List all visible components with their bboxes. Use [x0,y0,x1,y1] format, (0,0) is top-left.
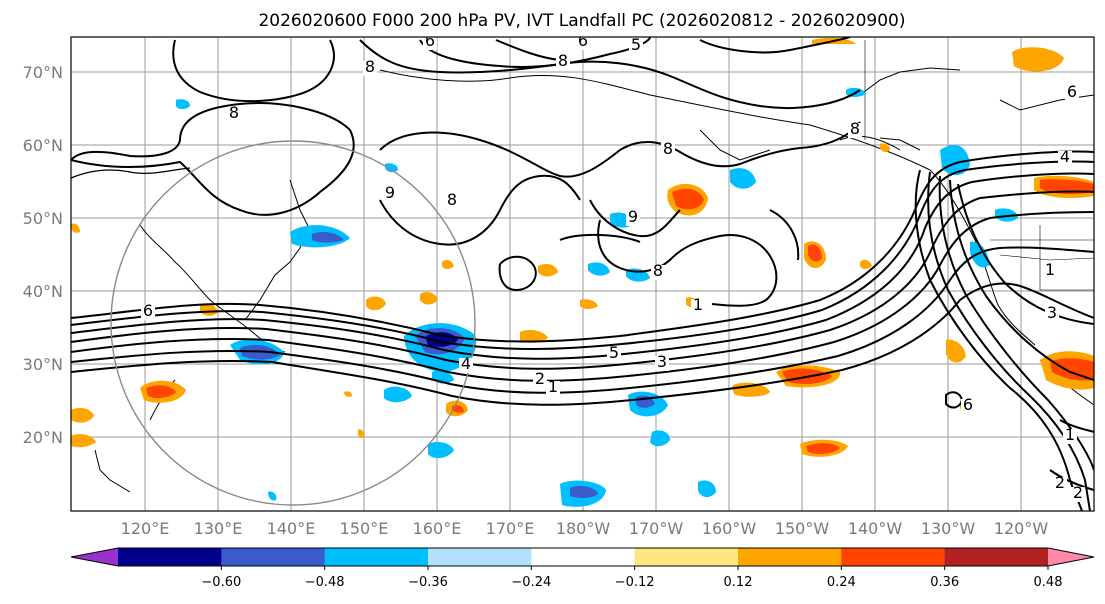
contour-label: 8 [653,261,663,280]
colorbar-segment [428,548,532,566]
lon-tick-label: 120°E [121,519,170,538]
colorbar-tick-label: 0.24 [827,575,856,590]
colorbar-segment [118,548,222,566]
gridlines [71,37,1094,511]
colorbar-segment [944,548,1049,566]
colorbar-segment [634,548,739,566]
plot-title: 2026020600 F000 200 hPa PV, IVT Landfall… [258,11,905,31]
lat-tick-label: 60°N [23,136,63,155]
colorbar-tick-label: −0.24 [511,575,551,590]
lon-tick-label: 130°E [194,519,243,538]
colorbar-segment [324,548,429,566]
lon-tick-label: 140°E [267,519,316,538]
contour-label: 1 [1065,425,1075,444]
colorbar-segment [738,548,842,566]
contour-label: 2 [1073,483,1083,502]
colorbar-tick-label: −0.60 [201,575,241,590]
lat-tick-label: 20°N [23,428,63,447]
colorbar-tick-label: −0.36 [408,575,448,590]
lat-tick-label: 70°N [23,63,63,82]
contour-label: 6 [963,395,973,414]
lon-tick-label: 150°E [340,519,389,538]
colorbar-tick-label: 0.36 [930,575,959,590]
lat-tick-label: 30°N [23,355,63,374]
ivt-anomaly-shading [71,37,1094,507]
colorbar-extend-low [71,548,118,566]
contour-label: 5 [609,343,619,362]
contour-label: 2 [1055,473,1065,492]
contour-label: 4 [1060,147,1070,166]
lon-tick-label: 180°W [556,519,611,538]
colorbar-outline [70,547,1095,567]
latitude-labels: 70°N 60°N 50°N 40°N 30°N 20°N [23,63,63,447]
contour-label: 8 [558,51,568,70]
lat-tick-label: 40°N [23,282,63,301]
contour-label: 1 [1045,260,1055,279]
lon-tick-label: 140°W [848,519,903,538]
colorbar-segment [531,548,636,566]
focus-region-circle [110,140,476,506]
colorbar-tick-label: −0.48 [305,575,345,590]
contour-label: 2 [535,369,545,388]
contour-label: 9 [385,183,395,202]
lon-tick-label: 120°W [994,519,1049,538]
contour-label: 3 [1047,303,1057,322]
colorbar: −0.60 −0.48 −0.36 −0.24 −0.12 0.12 0.24 0.36 0.4… [70,547,1095,590]
colorbar-tick-label: 0.12 [724,575,753,590]
contour-label: 8 [365,57,375,76]
longitude-labels: 120°E 130°E 140°E 150°E 160°E 170°E 180°W 170°W… [121,519,1049,538]
pv-contours-thin [71,167,191,179]
lat-tick-label: 50°N [23,209,63,228]
contour-label: 5 [631,35,641,54]
contour-label: 6 [578,31,588,50]
colorbar-tick-label: −0.12 [615,575,655,590]
contour-label: 4 [461,354,471,373]
contour-label: 8 [850,119,860,138]
colorbar-segment [221,548,326,566]
contour-label: 6 [425,31,435,50]
contour-label: 8 [663,139,673,158]
lon-tick-label: 130°W [921,519,976,538]
colorbar-extend-high [1048,548,1094,566]
contour-label: 3 [657,352,667,371]
map-frame [70,36,1095,512]
colorbar-segment [841,548,946,566]
contour-label: 6 [1067,82,1077,101]
contour-label: 1 [548,377,558,396]
borders [864,40,1094,291]
contour-label: 9 [628,207,638,226]
contour-label: 6 [143,301,153,320]
lon-tick-label: 160°W [702,519,757,538]
colorbar-tick-label: 0.48 [1034,575,1063,590]
lon-tick-label: 170°W [629,519,684,538]
contour-label: 8 [447,190,457,209]
lon-tick-label: 160°E [413,519,462,538]
lon-tick-label: 150°W [775,519,830,538]
lon-tick-label: 170°E [486,519,535,538]
contour-label: 1 [693,295,703,314]
contour-label: 8 [229,103,239,122]
